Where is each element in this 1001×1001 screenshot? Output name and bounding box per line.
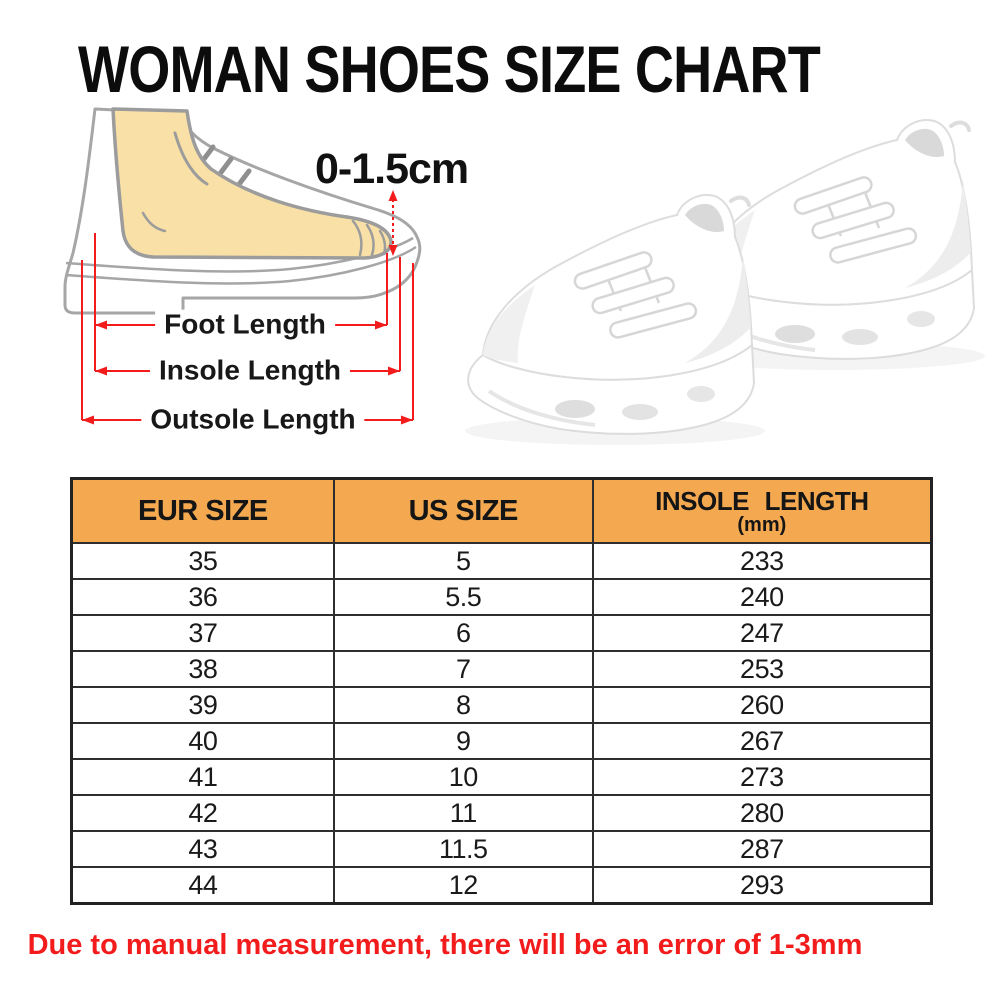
cell-eur: 42 <box>70 794 335 832</box>
cell-insole: 287 <box>591 830 933 868</box>
page-title-text: WOMAN SHOES SIZE CHART <box>78 32 821 106</box>
header-row: EUR SIZE US SIZE INSOLE LENGTH (mm) <box>70 477 933 544</box>
cell-insole: 247 <box>591 614 933 652</box>
col-header-insole-length: INSOLE LENGTH (mm) <box>591 477 933 544</box>
col-header-label: INSOLE LENGTH <box>655 485 869 516</box>
toe-gap-label: 0-1.5cm <box>315 145 469 193</box>
cell-eur: 44 <box>70 866 335 905</box>
cell-us: 6 <box>332 614 594 652</box>
table-row: 40 9 267 <box>70 722 933 760</box>
cell-insole: 273 <box>591 758 933 796</box>
measurement-disclaimer: Due to manual measurement, there will be… <box>27 929 863 961</box>
cell-eur: 39 <box>70 686 335 724</box>
page-title: WOMAN SHOES SIZE CHART <box>78 32 822 106</box>
table-row: 37 6 247 <box>70 614 933 652</box>
cell-insole: 293 <box>591 866 933 905</box>
cell-eur: 35 <box>70 542 335 580</box>
cell-us: 9 <box>332 722 594 760</box>
cell-us: 7 <box>332 650 594 688</box>
table-row: 39 8 260 <box>70 686 933 724</box>
col-header-us-size: US SIZE <box>332 477 594 544</box>
table-row: 35 5 233 <box>70 542 933 580</box>
size-table: EUR SIZE US SIZE INSOLE LENGTH (mm) 35 5… <box>70 477 933 905</box>
cell-eur: 41 <box>70 758 335 796</box>
cell-eur: 36 <box>70 578 335 616</box>
table-row: 38 7 253 <box>70 650 933 688</box>
col-header-label: EUR SIZE <box>138 494 268 527</box>
foot-measurement-diagram: 0-1.5cm Foot Length Insole Length Outsol… <box>55 105 485 460</box>
col-header-label: US SIZE <box>408 494 519 527</box>
col-header-eur-size: EUR SIZE <box>70 477 335 544</box>
cell-insole: 240 <box>591 578 933 616</box>
cell-us: 12 <box>332 866 594 905</box>
cell-us: 11.5 <box>332 830 594 868</box>
cell-insole: 267 <box>591 722 933 760</box>
cell-eur: 38 <box>70 650 335 688</box>
insole-length-label: Insole Length <box>150 355 350 387</box>
cell-us: 5 <box>332 542 594 580</box>
cell-eur: 40 <box>70 722 335 760</box>
cell-insole: 280 <box>591 794 933 832</box>
table-row: 43 11.5 287 <box>70 830 933 868</box>
table-row: 41 10 273 <box>70 758 933 796</box>
table-row: 42 11 280 <box>70 794 933 832</box>
foot-length-label: Foot Length <box>155 309 335 341</box>
cell-eur: 43 <box>70 830 335 868</box>
table-row: 36 5.5 240 <box>70 578 933 616</box>
cell-insole: 233 <box>591 542 933 580</box>
cell-insole: 260 <box>591 686 933 724</box>
cell-insole: 253 <box>591 650 933 688</box>
cell-eur: 37 <box>70 614 335 652</box>
outsole-length-label: Outsole Length <box>141 404 365 436</box>
cell-us: 8 <box>332 686 594 724</box>
col-header-unit: (mm) <box>737 513 787 536</box>
cell-us: 10 <box>332 758 594 796</box>
cell-us: 11 <box>332 794 594 832</box>
cell-us: 5.5 <box>332 578 594 616</box>
product-photo-white-sneakers <box>463 118 987 447</box>
table-row: 44 12 293 <box>70 866 933 905</box>
